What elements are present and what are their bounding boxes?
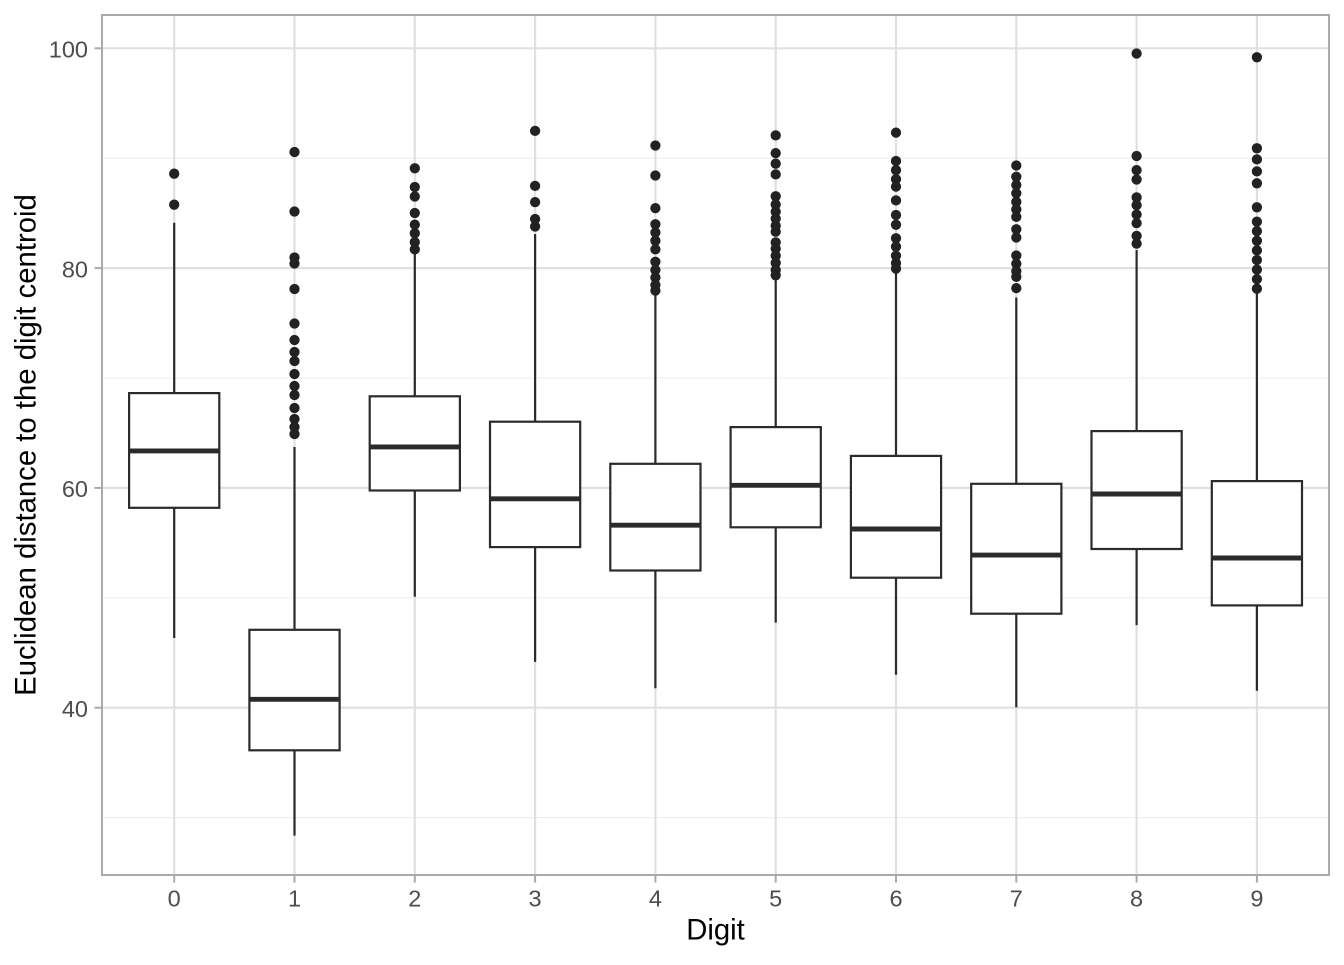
svg-text:Euclidean distance to the digi: Euclidean distance to the digit centroid (10, 194, 43, 696)
svg-text:1: 1 (288, 886, 301, 912)
svg-text:7: 7 (1010, 886, 1023, 912)
svg-text:80: 80 (62, 256, 88, 282)
svg-text:40: 40 (62, 696, 88, 722)
svg-text:0: 0 (168, 886, 181, 912)
svg-text:5: 5 (769, 886, 782, 912)
svg-text:60: 60 (62, 476, 88, 502)
svg-text:8: 8 (1130, 886, 1143, 912)
svg-text:2: 2 (408, 886, 421, 912)
svg-text:6: 6 (889, 886, 902, 912)
svg-text:3: 3 (529, 886, 542, 912)
svg-text:9: 9 (1250, 886, 1263, 912)
svg-text:100: 100 (49, 37, 88, 63)
svg-text:4: 4 (649, 886, 662, 912)
svg-text:Digit: Digit (686, 914, 745, 947)
